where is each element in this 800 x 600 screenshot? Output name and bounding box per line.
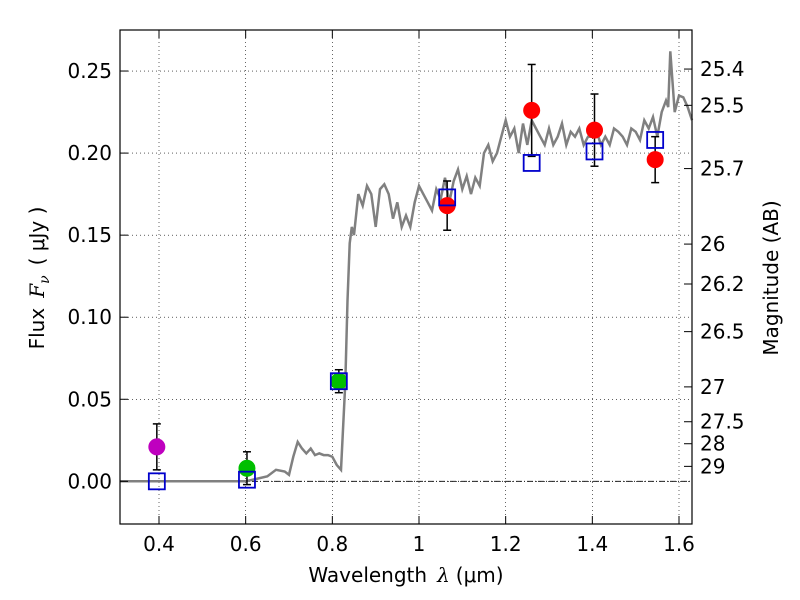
magnitude-tick-label: 26.5 bbox=[700, 320, 745, 344]
magnitude-tick-label: 25.4 bbox=[700, 57, 745, 81]
magnitude-axis-title: Magnitude (AB) bbox=[759, 200, 783, 355]
magnitude-tick-label: 26.2 bbox=[700, 272, 745, 296]
model-sed-line bbox=[120, 51, 694, 483]
x-axis-title: Wavelength λ (μm) bbox=[308, 563, 503, 587]
magnitude-tick-label: 29 bbox=[700, 454, 725, 478]
plot-frame bbox=[119, 29, 693, 525]
grid bbox=[120, 30, 692, 524]
y-tick-label: 0.00 bbox=[67, 469, 112, 493]
model-photometry-points bbox=[147, 131, 665, 491]
magnitude-tick-label: 25.5 bbox=[700, 93, 745, 117]
y-tick-label: 0.15 bbox=[67, 223, 112, 247]
model-photometry-point bbox=[646, 131, 665, 149]
observed-point bbox=[586, 121, 603, 139]
x-tick-label: 0.6 bbox=[230, 532, 262, 556]
x-tick-label: 1.2 bbox=[490, 532, 522, 556]
observed-point bbox=[646, 151, 664, 169]
model-photometry-point bbox=[438, 188, 457, 207]
y-tick-label: 0.20 bbox=[67, 141, 112, 165]
y-tick-label: 0.10 bbox=[67, 305, 112, 329]
magnitude-tick-label: 27 bbox=[700, 375, 725, 399]
model-photometry-point bbox=[585, 142, 604, 161]
y-tick-label: 0.05 bbox=[67, 387, 112, 411]
observed-point bbox=[238, 459, 256, 477]
magnitude-tick-label: 27.5 bbox=[700, 410, 745, 434]
error-bars bbox=[152, 63, 660, 486]
magnitude-tick-label: 26 bbox=[700, 232, 725, 256]
y-axis-title: FluxFν( μJy ) bbox=[25, 207, 53, 350]
x-tick-label: 0.4 bbox=[143, 532, 175, 556]
x-tick-label: 1 bbox=[413, 532, 426, 556]
x-tick-label: 0.8 bbox=[316, 532, 348, 556]
observed-point bbox=[330, 372, 348, 390]
y-axis-ticks: 0.00 0.05 0.10 0.15 0.20 0.25 bbox=[67, 59, 128, 493]
magnitude-tick-label: 28 bbox=[700, 432, 725, 456]
model-photometry-point bbox=[522, 154, 541, 172]
x-axis-ticks: 0.4 0.6 0.8 1 1.2 1.4 1.6 bbox=[143, 30, 695, 556]
x-tick-label: 1.4 bbox=[576, 532, 608, 556]
x-tick-label: 1.6 bbox=[663, 532, 695, 556]
observed-points bbox=[148, 101, 664, 477]
observed-point bbox=[148, 438, 166, 456]
magnitude-tick-label: 25.7 bbox=[700, 157, 745, 181]
model-photometry-point bbox=[147, 472, 166, 491]
model-photometry-point bbox=[238, 470, 256, 489]
model-photometry-point bbox=[329, 372, 348, 391]
y-tick-label: 0.25 bbox=[67, 59, 112, 83]
observed-point bbox=[523, 101, 541, 119]
